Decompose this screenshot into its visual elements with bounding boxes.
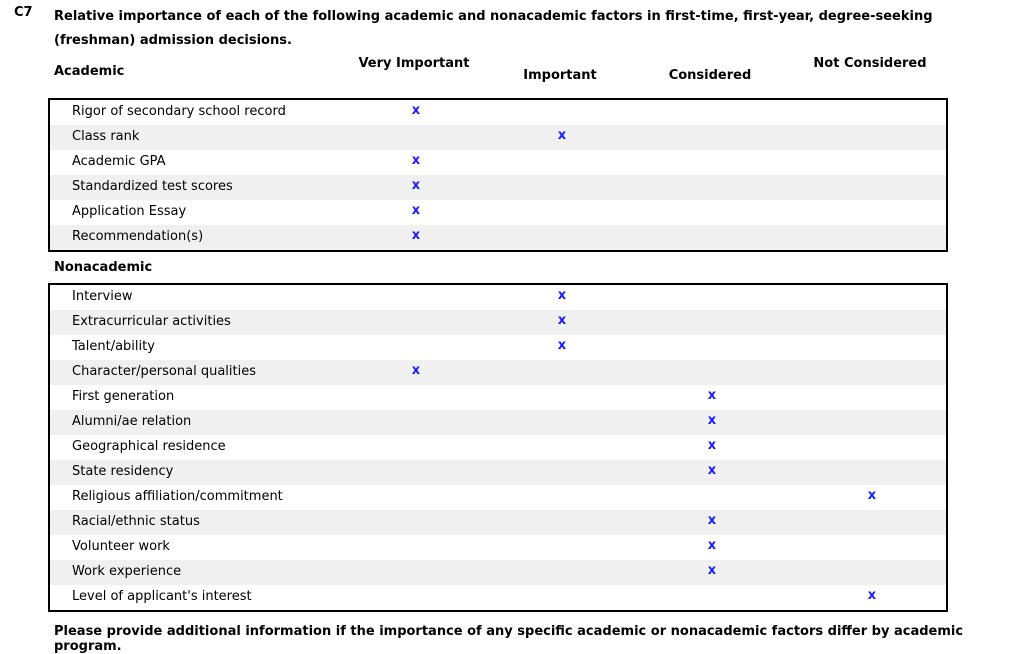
column-header-very-important: Very Important (358, 56, 470, 71)
factor-label: Volunteer work (72, 539, 170, 554)
factor-label: Racial/ethnic status (72, 514, 200, 529)
table-row: Standardized test scores x (50, 175, 946, 200)
rating-mark: x (867, 588, 877, 603)
rating-mark: x (557, 338, 567, 353)
table-row: First generation x (50, 385, 946, 410)
factor-label: Talent/ability (72, 339, 155, 354)
table-row: Character/personal qualities x (50, 360, 946, 385)
rating-mark: x (707, 388, 717, 403)
rating-mark: x (411, 153, 421, 168)
rating-mark: x (411, 228, 421, 243)
factor-label: Application Essay (72, 204, 187, 219)
table-row: Level of applicant's interest x (50, 585, 946, 610)
factor-label: Interview (72, 289, 133, 304)
column-header-not-considered: Not Considered (813, 56, 927, 71)
rating-mark: x (411, 203, 421, 218)
table-row: Rigor of secondary school record x (50, 100, 946, 125)
column-header-considered: Considered (668, 68, 752, 83)
rating-mark: x (411, 178, 421, 193)
table-row: Geographical residence x (50, 435, 946, 460)
factor-label: Extracurricular activities (72, 314, 231, 329)
factor-label: Religious affiliation/commitment (72, 489, 283, 504)
factor-label: Recommendation(s) (72, 229, 204, 244)
rating-mark: x (867, 488, 877, 503)
table-row: Alumni/ae relation x (50, 410, 946, 435)
factor-label: Level of applicant's interest (72, 589, 252, 604)
table-row: Interview x (50, 285, 946, 310)
rating-mark: x (707, 538, 717, 553)
table-row: Extracurricular activities x (50, 310, 946, 335)
footer-note: Please provide additional information if… (54, 624, 964, 654)
question-text: Relative importance of each of the follo… (54, 9, 933, 48)
rating-mark: x (411, 103, 421, 118)
factor-label: Alumni/ae relation (72, 414, 192, 429)
table-row: Class rank x (50, 125, 946, 150)
table-row: Volunteer work x (50, 535, 946, 560)
factor-label: Geographical residence (72, 439, 226, 454)
factor-label: First generation (72, 389, 175, 404)
rating-mark: x (411, 363, 421, 378)
nonacademic-factors-table: Interview x Extracurricular activities x Tal… (48, 283, 948, 612)
academic-heading: Academic (54, 64, 125, 79)
table-row: Work experience x (50, 560, 946, 585)
factor-label: Class rank (72, 129, 140, 144)
factor-label: Rigor of secondary school record (72, 104, 286, 119)
rating-mark: x (557, 288, 567, 303)
rating-mark: x (707, 513, 717, 528)
factor-label: Standardized test scores (72, 179, 233, 194)
academic-factors-table: Rigor of secondary school record x Class r… (48, 98, 948, 252)
rating-mark: x (557, 313, 567, 328)
nonacademic-heading: Nonacademic (54, 260, 153, 275)
factor-label: Character/personal qualities (72, 364, 256, 379)
question-number: C7 (14, 5, 33, 20)
factor-label: State residency (72, 464, 174, 479)
rating-mark: x (707, 463, 717, 478)
rating-mark: x (707, 563, 717, 578)
column-header-important: Important (523, 68, 597, 83)
table-row: State residency x (50, 460, 946, 485)
table-row: Talent/ability x (50, 335, 946, 360)
factor-label: Work experience (72, 564, 182, 579)
table-row: Racial/ethnic status x (50, 510, 946, 535)
table-row: Application Essay x (50, 200, 946, 225)
factor-label: Academic GPA (72, 154, 166, 169)
table-row: Academic GPA x (50, 150, 946, 175)
table-row: Recommendation(s) x (50, 225, 946, 250)
rating-mark: x (557, 128, 567, 143)
rating-mark: x (707, 438, 717, 453)
rating-mark: x (707, 413, 717, 428)
table-row: Religious affiliation/commitment x (50, 485, 946, 510)
